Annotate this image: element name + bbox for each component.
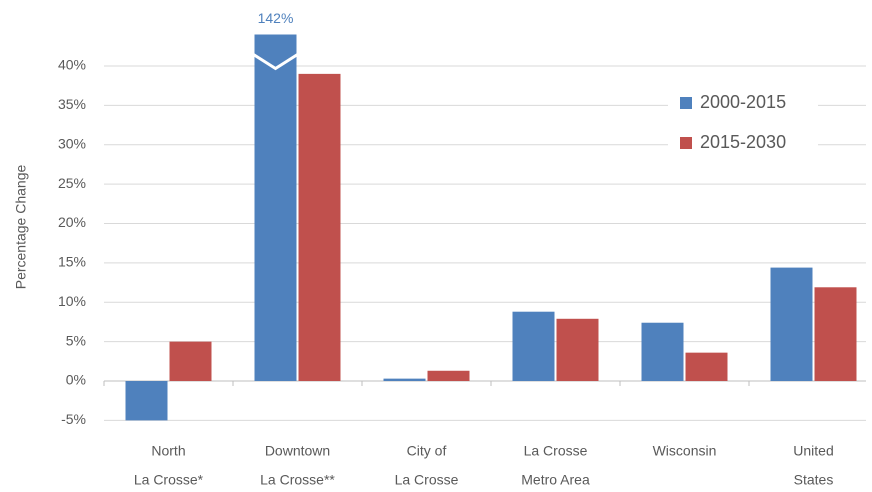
bar: [125, 381, 168, 421]
bar: [298, 73, 341, 381]
bar: [427, 370, 470, 381]
y-tick-label: 10%: [58, 293, 86, 309]
legend-label: 2015-2030: [700, 132, 786, 152]
x-tick-label: La Crosse: [524, 443, 588, 459]
legend: 2000-2015 2015-2030: [668, 86, 818, 162]
bar: [254, 34, 297, 381]
y-tick-label: 40%: [58, 57, 86, 73]
x-tick-label: Downtown: [265, 443, 330, 459]
axis-break: [252, 53, 299, 71]
y-tick-label: 5%: [66, 332, 86, 348]
y-tick-label: 0%: [66, 372, 86, 388]
x-tick-label: La Crosse*: [134, 472, 204, 488]
y-tick-label: 35%: [58, 96, 86, 112]
y-tick-label: 20%: [58, 214, 86, 230]
y-tick-label: -5%: [61, 411, 86, 427]
x-tick-label: States: [794, 472, 834, 488]
y-axis-label: Percentage Change: [13, 165, 29, 290]
bar: [556, 318, 599, 381]
x-tick-label: City of: [407, 443, 447, 459]
y-tick-label: 15%: [58, 254, 86, 270]
bar: [169, 341, 212, 381]
x-tick-label: La Crosse**: [260, 472, 335, 488]
y-tick-label: 25%: [58, 175, 86, 191]
legend-bg: [668, 86, 818, 162]
value-label: 142%: [258, 10, 294, 26]
legend-swatch: [680, 137, 692, 149]
bar: [383, 378, 426, 381]
bar: [641, 322, 684, 381]
x-tick-label: United: [793, 443, 833, 459]
x-tick-label: Metro Area: [521, 472, 590, 488]
y-tick-label: 30%: [58, 135, 86, 151]
legend-label: 2000-2015: [700, 92, 786, 112]
legend-swatch: [680, 97, 692, 109]
x-tick-label: North: [151, 443, 185, 459]
bar: [685, 352, 728, 381]
x-tick-label: La Crosse: [395, 472, 459, 488]
x-tick-label: Wisconsin: [653, 443, 717, 459]
bar: [512, 311, 555, 381]
bar: [814, 287, 857, 381]
bar: [770, 267, 813, 381]
